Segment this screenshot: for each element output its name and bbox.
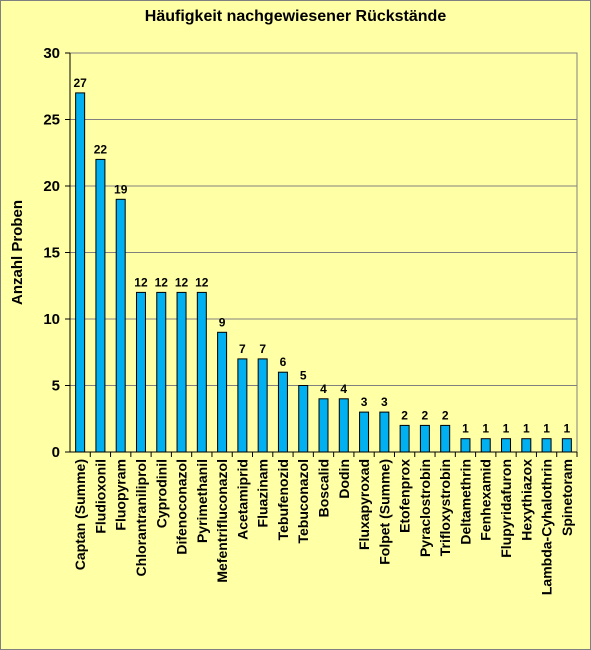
data-label: 12: [155, 275, 169, 289]
category-label: Flupyridafuron: [498, 459, 514, 558]
bar: [298, 385, 309, 453]
bar: [440, 424, 451, 453]
bar: [277, 371, 288, 453]
data-label: 2: [442, 408, 449, 422]
category-label: Lambda-Cyhalothrin: [539, 459, 555, 595]
bar: [318, 398, 329, 453]
category-label: Mefentrifluconazol: [214, 459, 230, 583]
data-label: 1: [503, 422, 510, 436]
data-label: 12: [175, 275, 189, 289]
data-label: 6: [280, 355, 287, 369]
bar: [480, 438, 491, 453]
bar: [75, 92, 86, 453]
category-label: Fluazinam: [255, 459, 271, 527]
bar: [460, 438, 471, 453]
category-label: Pyrimethanil: [194, 459, 210, 543]
bar: [196, 291, 207, 453]
bar: [561, 438, 572, 453]
bar: [541, 438, 552, 453]
category-label: Cyprodinil: [153, 459, 169, 528]
category-label: Hexythiazox: [518, 459, 534, 541]
category-label: Fludioxonil: [92, 459, 108, 534]
data-label: 27: [73, 76, 87, 90]
data-label: 2: [401, 408, 408, 422]
category-label: Trifloxystrobin: [437, 459, 453, 556]
category-label: Fluopyram: [113, 459, 129, 531]
bar: [338, 398, 349, 453]
category-label: Captan (Summe): [72, 459, 88, 570]
bar: [399, 424, 410, 453]
bar: [176, 291, 187, 453]
data-label: 7: [239, 342, 246, 356]
category-label: Tebuconazol: [295, 459, 311, 544]
data-label: 3: [361, 395, 368, 409]
category-label: Etofenprox: [397, 459, 413, 533]
chart-title: Häufigkeit nachgewiesener Rückstände: [144, 8, 447, 25]
bar: [237, 358, 248, 453]
bar: [135, 291, 146, 453]
bar: [115, 198, 126, 453]
category-label: Chlorantraniliprol: [133, 459, 149, 576]
data-label: 1: [564, 422, 571, 436]
category-label: Difenoconazol: [174, 459, 190, 555]
data-label: 4: [340, 382, 347, 396]
data-label: 1: [482, 422, 489, 436]
category-label: Acetamiprid: [234, 459, 250, 540]
category-label: Pyraclostrobin: [417, 459, 433, 557]
data-label: 22: [94, 142, 108, 156]
y-tick-label: 0: [52, 444, 60, 461]
bar: [419, 424, 430, 453]
y-tick-label: 5: [52, 378, 60, 395]
category-label: Tebufenozid: [275, 459, 291, 540]
y-tick-label: 30: [43, 45, 60, 62]
data-label: 12: [134, 275, 148, 289]
y-tick-label: 20: [43, 178, 60, 195]
y-tick-label: 25: [43, 112, 60, 129]
data-label: 9: [219, 315, 226, 329]
category-label: Deltamethrin: [457, 459, 473, 545]
bar: [156, 291, 167, 453]
category-label: Folpet (Summe): [376, 459, 392, 565]
category-label: Fluxapyroxad: [356, 459, 372, 550]
bar: [379, 411, 390, 453]
data-label: 1: [462, 422, 469, 436]
data-label: 3: [381, 395, 388, 409]
y-axis-title: Anzahl Proben: [9, 200, 26, 305]
data-label: 1: [523, 422, 530, 436]
y-tick-label: 10: [43, 311, 60, 328]
bar: [521, 438, 532, 453]
data-label: 2: [422, 408, 429, 422]
data-label: 12: [195, 275, 209, 289]
category-label: Spinetoram: [559, 459, 575, 536]
category-label: Dodin: [336, 459, 352, 499]
data-label: 1: [543, 422, 550, 436]
bar: [501, 438, 512, 453]
data-label: 4: [320, 382, 327, 396]
y-tick-label: 15: [43, 245, 60, 262]
bar: [257, 358, 268, 453]
category-label: Fenhexamid: [478, 459, 494, 541]
data-label: 7: [259, 342, 266, 356]
bar: [217, 331, 228, 453]
bar: [359, 411, 370, 453]
data-label: 19: [114, 182, 128, 196]
category-label: Boscalid: [316, 459, 332, 517]
data-label: 5: [300, 369, 307, 383]
bar: [95, 158, 106, 453]
